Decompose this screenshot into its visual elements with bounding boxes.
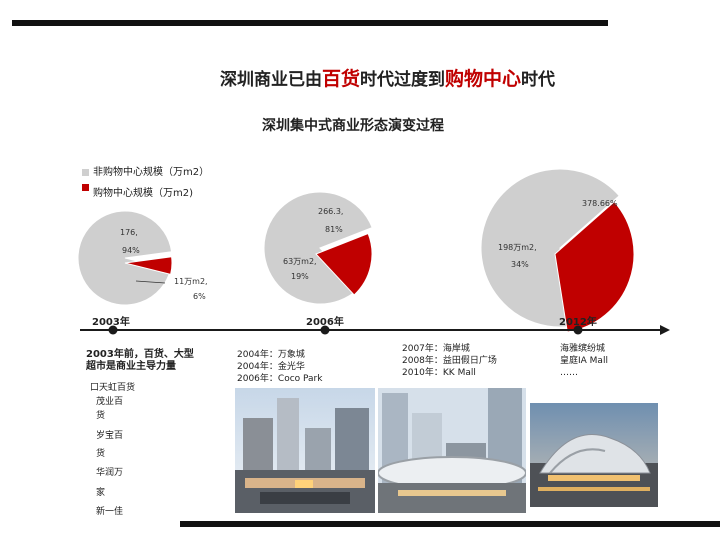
title-part-1: 深圳商业已由 [220,70,322,90]
legend-mall: 购物中心规模（万m2) [82,184,193,199]
col2012-line-0: 海雅缤纷城 [560,344,606,354]
photo-mall-2007 [378,388,526,513]
pie-slice-2003年-mall [124,256,173,275]
timeline-arrow-icon [660,325,670,335]
timeline-dot-2012 [573,325,583,335]
title-highlight-1: 百货 [322,68,361,90]
col2006-line-0: 2004年：万象城 [237,350,305,360]
col2003-heading-line-1: 2003年前，百货、大型 [86,349,194,360]
leader-line-2003 [135,280,166,284]
col2003-item-4: 货 [96,449,106,459]
bottom-bar [180,521,720,527]
col2003-item-7: 新一佳 [96,507,124,517]
page-title: 深圳商业已由百货时代过度到购物中心时代 [220,64,555,91]
legend-non-mall: 非购物中心规模（万m2） [82,163,209,178]
label-2003-mall-value: 11万m2, [174,277,208,286]
label-2003-non-mall-pct: 94% [122,246,140,255]
col2007-line-2: 2010年：KK Mall [402,368,476,378]
photo-mall-2012-art [530,403,658,507]
label-2006-non-mall-value: 266.3, [318,207,344,216]
col2007-list: 2007年：海岸城 2008年：益田假日广场 2010年：KK Mall [402,343,497,379]
col2003-item-5: 华润万 [96,468,124,478]
pie-2006 [263,191,373,305]
col2003-item-0: 口天虹百货 [90,383,136,393]
col2006-line-1: 2004年：金光华 [237,362,305,372]
col2003-heading: 2003年前，百货、大型 超市是商业主导力量 [86,349,194,373]
legend-swatch-non-mall [82,168,89,176]
title-part-2: 时代过度到 [360,70,446,90]
col2003-heading-line-2: 超市是商业主导力量 [86,361,176,372]
pie-slice-2012年-mall [554,201,635,333]
year-2012: 2012年 [559,317,597,328]
pie-slice-2006年-mall [315,232,373,296]
col2006-list: 2004年：万象城 2004年：金光华 2006年：Coco Park [237,349,322,385]
year-2003: 2003年 [92,317,130,328]
chart-subtitle: 深圳集中式商业形态演变过程 [262,118,444,134]
label-2006-mall-value: 63万m2, [283,257,317,266]
legend-label-mall: 购物中心规模（万m2) [93,188,194,199]
top-bar [12,20,608,26]
label-2006-mall-pct: 19% [291,272,309,281]
col2003-item-3: 岁宝百 [96,431,124,441]
photo-mall-2006-art [235,388,375,513]
label-2003-mall-pct: 6% [193,292,206,301]
title-part-3: 时代 [521,70,556,90]
col2012-line-1: 皇庭IA Mall [560,356,608,366]
col2007-line-1: 2008年：益田假日广场 [402,356,497,366]
photo-mall-2007-art [378,388,526,513]
col2012-line-2: …… [560,368,578,378]
label-2003-non-mall-value: 176, [120,228,138,237]
label-2012-non-mall-value: 378.66% [582,199,618,208]
pie-2012 [480,168,635,333]
timeline-dot-2006 [320,325,330,335]
year-2006: 2006年 [306,317,344,328]
col2012-list: 海雅缤纷城 皇庭IA Mall …… [560,343,608,379]
label-2012-mall-value: 198万m2, [498,243,537,252]
col2007-line-0: 2007年：海岸城 [402,344,470,354]
legend-label-non-mall: 非购物中心规模（万m2） [93,167,210,178]
legend-swatch-mall [82,184,89,191]
photo-mall-2006 [235,388,375,513]
col2003-item-1: 茂业百 [96,397,124,407]
label-2006-non-mall-pct: 81% [325,225,343,234]
col2003-item-6: 家 [96,488,106,498]
title-highlight-2: 购物中心 [445,68,522,90]
photo-mall-2012 [530,403,658,507]
pie-slice-2012年-non-mall [480,168,620,328]
col2006-line-2: 2006年：Coco Park [237,374,323,384]
label-2012-mall-pct: 34% [511,260,529,269]
timeline-dot-2003 [108,325,118,335]
col2003-item-2: 货 [96,411,106,421]
